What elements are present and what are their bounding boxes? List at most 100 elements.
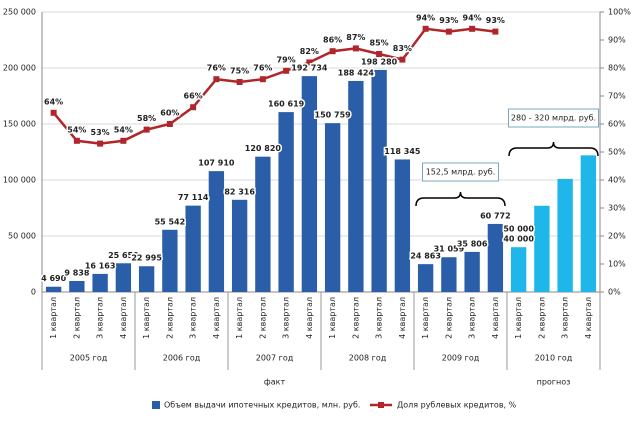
legend-swatch — [152, 401, 160, 409]
line-value-label: 66% — [184, 92, 203, 101]
x-tick-label: 3 квартал — [189, 297, 198, 339]
bar-value-label: 22 995 — [131, 254, 162, 263]
x-tick-label: 2 квартал — [72, 297, 81, 339]
legend-swatch — [378, 402, 384, 408]
bar — [394, 159, 411, 292]
y-tick-label: 150 000 — [3, 120, 36, 129]
legend-label: Объем выдачи ипотечных кредитов, млн. ру… — [164, 401, 360, 410]
bar-value-label: 31 059 — [434, 245, 465, 254]
bar — [487, 223, 504, 292]
bar — [301, 76, 318, 293]
bar — [185, 205, 201, 292]
group-label: 2007 год — [256, 354, 294, 363]
line-value-label: 79% — [277, 55, 296, 64]
line-value-label: 85% — [370, 39, 389, 48]
line-value-label: 54% — [114, 125, 133, 134]
line-marker — [492, 28, 499, 35]
line-marker — [50, 109, 57, 116]
x-tick-label: 1 квартал — [421, 297, 430, 339]
x-tick-label: 4 квартал — [584, 297, 593, 339]
line-value-label: 83% — [393, 44, 412, 53]
bar — [324, 123, 341, 292]
x-tick-label: 2 квартал — [537, 297, 546, 339]
y2-tick-label: 80% — [608, 64, 626, 73]
bar-value-label: 77 114 — [178, 193, 209, 202]
line-value-label: 53% — [91, 128, 110, 137]
bar — [278, 112, 294, 292]
y-tick-label: 200 000 — [3, 64, 36, 73]
x-tick-label: 4 квартал — [119, 297, 128, 339]
group-label: 2006 год — [163, 354, 201, 363]
line-value-label: 75% — [230, 67, 249, 76]
bar — [115, 263, 132, 292]
annotation: 50 000 — [503, 225, 534, 234]
line-marker — [143, 126, 150, 133]
brace — [415, 191, 506, 207]
line-marker — [376, 51, 383, 57]
line-marker — [306, 59, 313, 66]
x-tick-label: 1 квартал — [235, 297, 244, 339]
bar — [371, 69, 387, 293]
y2-tick-label: 0% — [608, 288, 621, 297]
brace — [508, 141, 599, 157]
bar-value-label: 82 316 — [224, 187, 255, 196]
bar — [464, 251, 480, 292]
y-tick-label: 0 — [31, 288, 36, 297]
line-value-label: 86% — [323, 36, 342, 45]
bar-value-label: 35 806 — [457, 239, 488, 248]
group-label: 2010 год — [535, 354, 573, 363]
x-tick-label: 3 квартал — [96, 297, 105, 339]
y2-tick-label: 40% — [608, 176, 626, 185]
line-marker — [259, 76, 266, 83]
bar-value-label: 24 863 — [410, 252, 441, 261]
x-tick-label: 1 квартал — [514, 297, 523, 339]
bar-value-label: 40 000 — [503, 235, 534, 244]
bar-value-label: 55 542 — [155, 217, 186, 226]
x-tick-label: 3 квартал — [561, 297, 570, 339]
group-label: 2009 год — [442, 354, 480, 363]
line-value-label: 93% — [439, 16, 458, 25]
annotation: 280 - 320 млрд. руб. — [511, 114, 596, 123]
bar — [208, 171, 225, 292]
line-value-label: 60% — [160, 109, 179, 118]
bar — [162, 229, 178, 292]
bar-value-label: 150 759 — [315, 111, 352, 120]
bar-value-label: 118 345 — [384, 147, 421, 156]
group-label: 2005 год — [70, 354, 108, 363]
x-tick-label: 2 квартал — [444, 297, 453, 339]
bar-value-label: 160 619 — [268, 100, 305, 109]
y-tick-label: 250 000 — [3, 8, 36, 17]
x-tick-label: 1 квартал — [49, 297, 58, 339]
period-label: факт — [264, 378, 286, 387]
period-label: прогноз — [537, 378, 571, 387]
group-label: 2008 год — [349, 354, 387, 363]
line-value-label: 87% — [346, 33, 365, 42]
y-tick-label: 50 000 — [8, 232, 36, 241]
line-marker — [190, 104, 197, 111]
bar — [441, 257, 457, 292]
x-tick-label: 3 квартал — [375, 297, 384, 339]
bar-value-label: 198 280 — [361, 57, 398, 66]
x-tick-label: 1 квартал — [142, 297, 151, 339]
bar-value-label: 120 820 — [245, 144, 282, 153]
line-marker — [469, 25, 476, 32]
bar — [348, 80, 364, 292]
line-marker — [97, 140, 104, 147]
bar — [255, 156, 271, 292]
line-value-label: 76% — [253, 64, 272, 73]
line-marker — [329, 48, 336, 55]
line — [52, 27, 496, 145]
bar — [510, 247, 527, 292]
line-marker — [399, 56, 406, 63]
line-value-label: 58% — [137, 114, 156, 123]
line-marker — [236, 79, 243, 85]
line-marker — [283, 67, 290, 74]
y2-tick-label: 50% — [608, 148, 626, 157]
line-marker — [120, 137, 127, 144]
legend-label: Доля рублевых кредитов, % — [397, 401, 517, 410]
line-marker — [166, 121, 173, 127]
x-tick-label: 2 квартал — [351, 297, 360, 339]
y2-tick-label: 90% — [608, 36, 626, 45]
y2-tick-label: 70% — [608, 92, 626, 101]
